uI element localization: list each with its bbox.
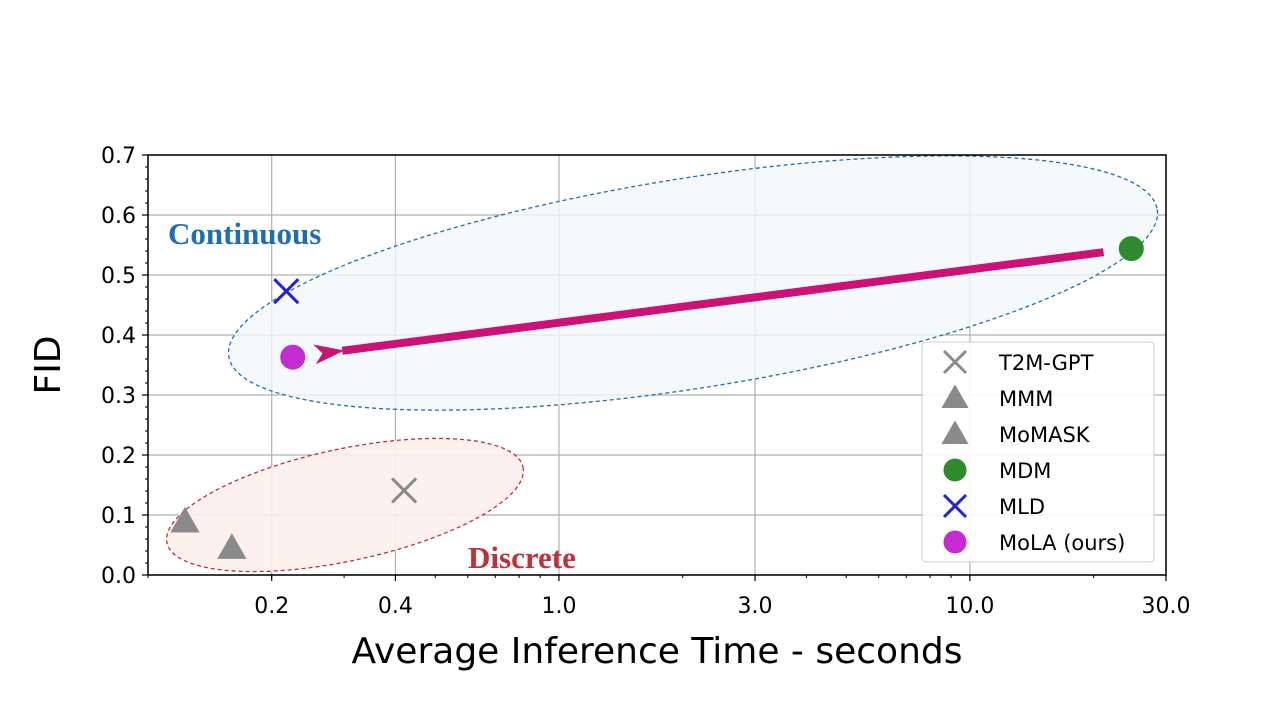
y-tick-label: 0.6 xyxy=(101,204,136,229)
data-points xyxy=(170,236,1144,559)
x-axis-title: Average Inference Time - seconds xyxy=(351,631,962,672)
legend-label-mdm: MDM xyxy=(999,459,1051,483)
point-mld xyxy=(273,278,300,305)
point-mola-ours xyxy=(280,344,306,370)
legend-box xyxy=(921,341,1155,563)
legend-marker-momask xyxy=(941,420,969,444)
y-tick-label: 0.2 xyxy=(101,444,136,469)
x-tick-label: 10.0 xyxy=(945,594,994,619)
legend-label-momask: MoMASK xyxy=(999,423,1091,447)
y-tick-label: 0.1 xyxy=(101,504,136,529)
x-tick-label: 1.0 xyxy=(541,594,576,619)
discrete-region xyxy=(165,437,525,573)
y-tick-label: 0.4 xyxy=(101,324,136,349)
point-t2m-gpt xyxy=(391,477,418,504)
x-tick-label: 30.0 xyxy=(1142,594,1191,619)
y-tick-label: 0.5 xyxy=(101,264,136,289)
point-momask xyxy=(217,533,247,559)
legend-marker-mld xyxy=(942,493,968,519)
legend-marker-t2m-gpt xyxy=(942,349,968,375)
legend: T2M-GPT MMM MoMASK MDM MLD MoLA (ours) xyxy=(921,341,1155,563)
legend-marker-mdm xyxy=(943,458,967,482)
continuous-label: Continuous xyxy=(168,216,321,251)
continuous-region xyxy=(227,155,1159,411)
legend-label-mmm: MMM xyxy=(999,387,1053,411)
legend-label-mld: MLD xyxy=(999,495,1045,519)
point-mdm xyxy=(1118,236,1144,262)
plot-frame xyxy=(147,154,1167,576)
legend-marker-mmm xyxy=(941,384,969,408)
y-axis-title: FID xyxy=(28,335,69,394)
legend-label-mola-ours: MoLA (ours) xyxy=(999,531,1125,555)
axis-ticks: 0.0 0.1 0.2 0.3 0.4 0.5 0.6 0.7 0.2 0.4 1.0 3.0 10.0… xyxy=(101,144,1190,619)
x-tick-label: 3.0 xyxy=(738,594,773,619)
x-tick-label: 0.2 xyxy=(254,594,289,619)
x-tick-label: 0.4 xyxy=(378,594,413,619)
discrete-label: Discrete xyxy=(468,540,576,575)
legend-marker-mola-ours xyxy=(943,530,967,554)
improvement-arrow xyxy=(313,248,1105,365)
y-tick-label: 0.3 xyxy=(101,384,136,409)
y-tick-label: 0.7 xyxy=(101,144,136,169)
legend-label-t2m-gpt: T2M-GPT xyxy=(998,351,1094,375)
y-tick-label: 0.0 xyxy=(101,564,136,589)
point-mmm xyxy=(170,506,200,533)
